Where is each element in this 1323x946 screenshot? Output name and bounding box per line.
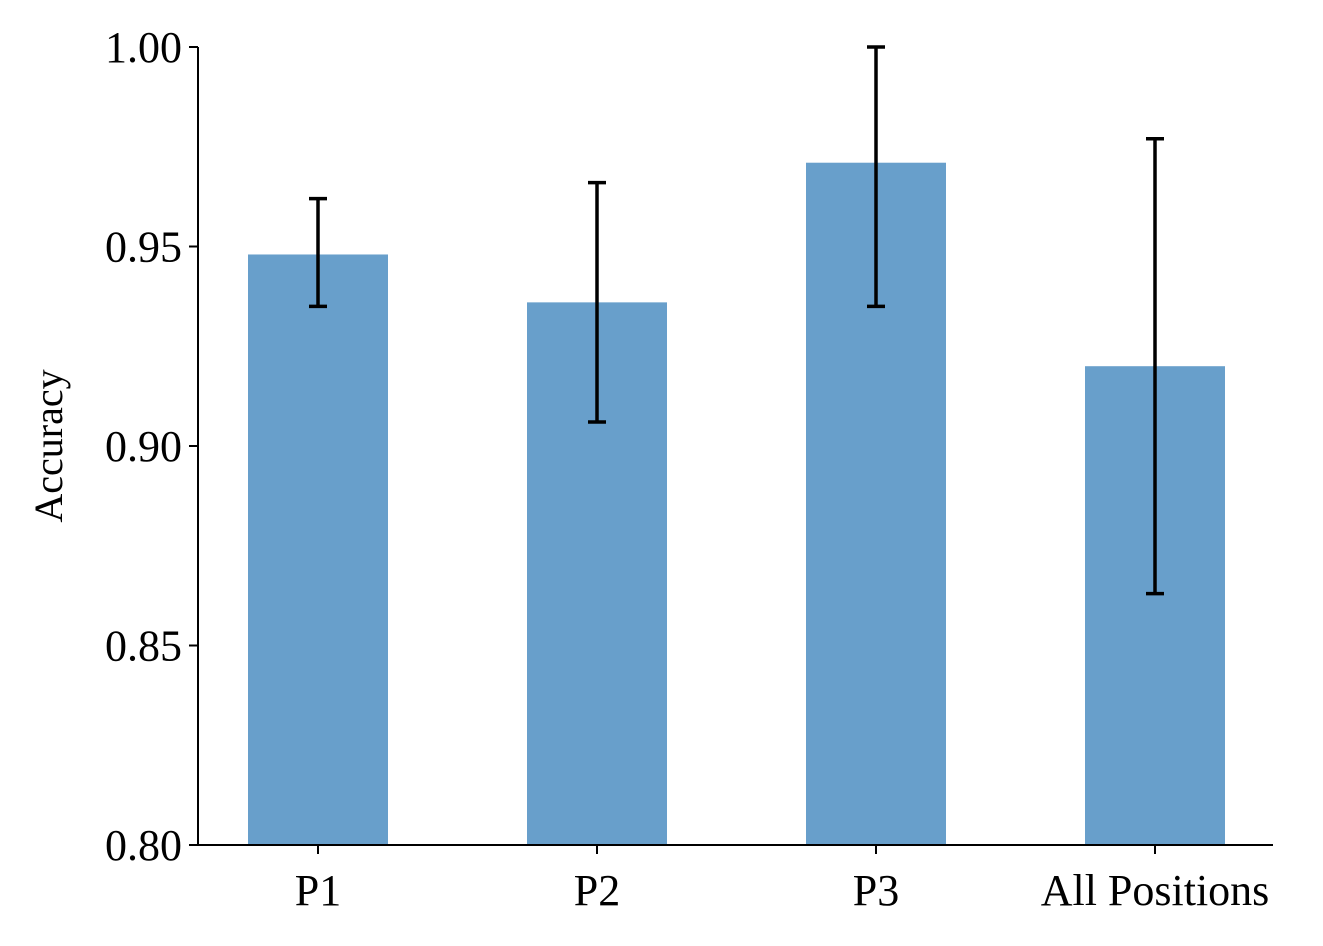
x-tick-label-2: P2 — [574, 866, 620, 915]
y-tick-label-3: 0.90 — [105, 422, 182, 471]
y-tick-label-4: 0.95 — [105, 223, 182, 272]
error-bars-layer — [309, 45, 1164, 596]
y-tick-label-5: 1.00 — [105, 23, 182, 72]
x-tick-label-3: P3 — [853, 866, 899, 915]
x-tick-label-4: All Positions — [1041, 866, 1270, 915]
y-ticks-layer: 0.80 0.85 0.90 0.95 1.00 — [105, 23, 198, 870]
bar-1 — [248, 254, 388, 846]
y-axis-title: Accuracy — [26, 369, 71, 522]
x-ticks-layer: P1 P2 P3 All Positions — [295, 845, 1270, 915]
y-tick-label-1: 0.80 — [105, 821, 182, 870]
bars-layer — [248, 162, 1225, 846]
x-tick-label-1: P1 — [295, 866, 341, 915]
y-tick-label-2: 0.85 — [105, 622, 182, 671]
